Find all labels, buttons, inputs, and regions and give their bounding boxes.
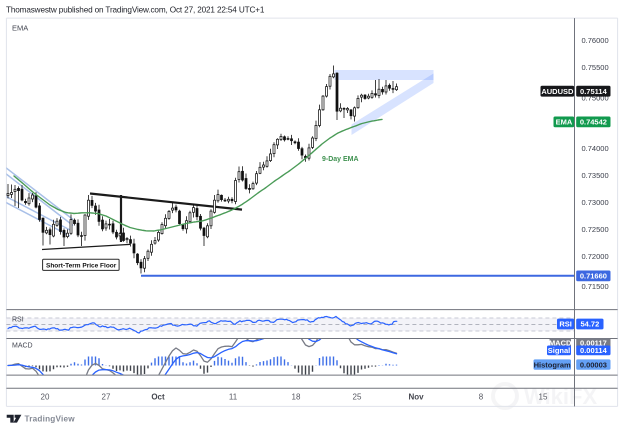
svg-text:9-Day EMA: 9-Day EMA xyxy=(322,156,359,163)
svg-text:Nov: Nov xyxy=(408,392,424,401)
svg-text:25: 25 xyxy=(353,392,362,401)
svg-text:0.71500: 0.71500 xyxy=(582,282,609,291)
svg-text:0.74542: 0.74542 xyxy=(580,118,607,127)
svg-text:8: 8 xyxy=(479,392,484,401)
svg-text:11: 11 xyxy=(229,392,238,401)
svg-text:TradingView: TradingView xyxy=(25,414,76,423)
svg-text:0.75114: 0.75114 xyxy=(580,87,608,96)
svg-text:0.76000: 0.76000 xyxy=(582,36,609,45)
svg-text:54.72: 54.72 xyxy=(581,320,600,329)
svg-text:0.00117: 0.00117 xyxy=(580,339,607,348)
svg-text:20: 20 xyxy=(41,392,50,401)
svg-text:MACD: MACD xyxy=(12,343,33,350)
svg-text:0.73000: 0.73000 xyxy=(582,198,609,207)
svg-text:MACD: MACD xyxy=(549,339,572,348)
svg-text:0.72500: 0.72500 xyxy=(582,225,609,234)
svg-text:0.75500: 0.75500 xyxy=(582,63,609,72)
svg-text:EMA: EMA xyxy=(12,24,28,33)
svg-text:RSI: RSI xyxy=(12,317,24,324)
svg-text:AUDUSD: AUDUSD xyxy=(541,87,574,96)
svg-text:0.71660: 0.71660 xyxy=(580,272,607,281)
svg-text:27: 27 xyxy=(102,392,111,401)
svg-text:0.73500: 0.73500 xyxy=(582,171,609,180)
svg-text:0.75000: 0.75000 xyxy=(582,94,609,103)
svg-text:RSI: RSI xyxy=(559,320,572,329)
svg-text:18: 18 xyxy=(292,392,301,401)
svg-text:Short-Term Price Floor: Short-Term Price Floor xyxy=(46,262,117,269)
svg-text:Thomaswestw published on Tradi: Thomaswestw published on TradingView.com… xyxy=(6,5,265,14)
svg-text:15: 15 xyxy=(539,392,548,401)
svg-text:Oct: Oct xyxy=(151,392,165,401)
svg-text:0.72000: 0.72000 xyxy=(582,252,609,261)
svg-text:0.00114: 0.00114 xyxy=(580,346,608,355)
svg-text:EMA: EMA xyxy=(556,118,573,127)
svg-text:Histogram: Histogram xyxy=(534,360,571,369)
svg-text:0.00003: 0.00003 xyxy=(580,360,607,369)
svg-text:0.74000: 0.74000 xyxy=(582,144,609,153)
svg-text:Signal: Signal xyxy=(548,346,571,355)
